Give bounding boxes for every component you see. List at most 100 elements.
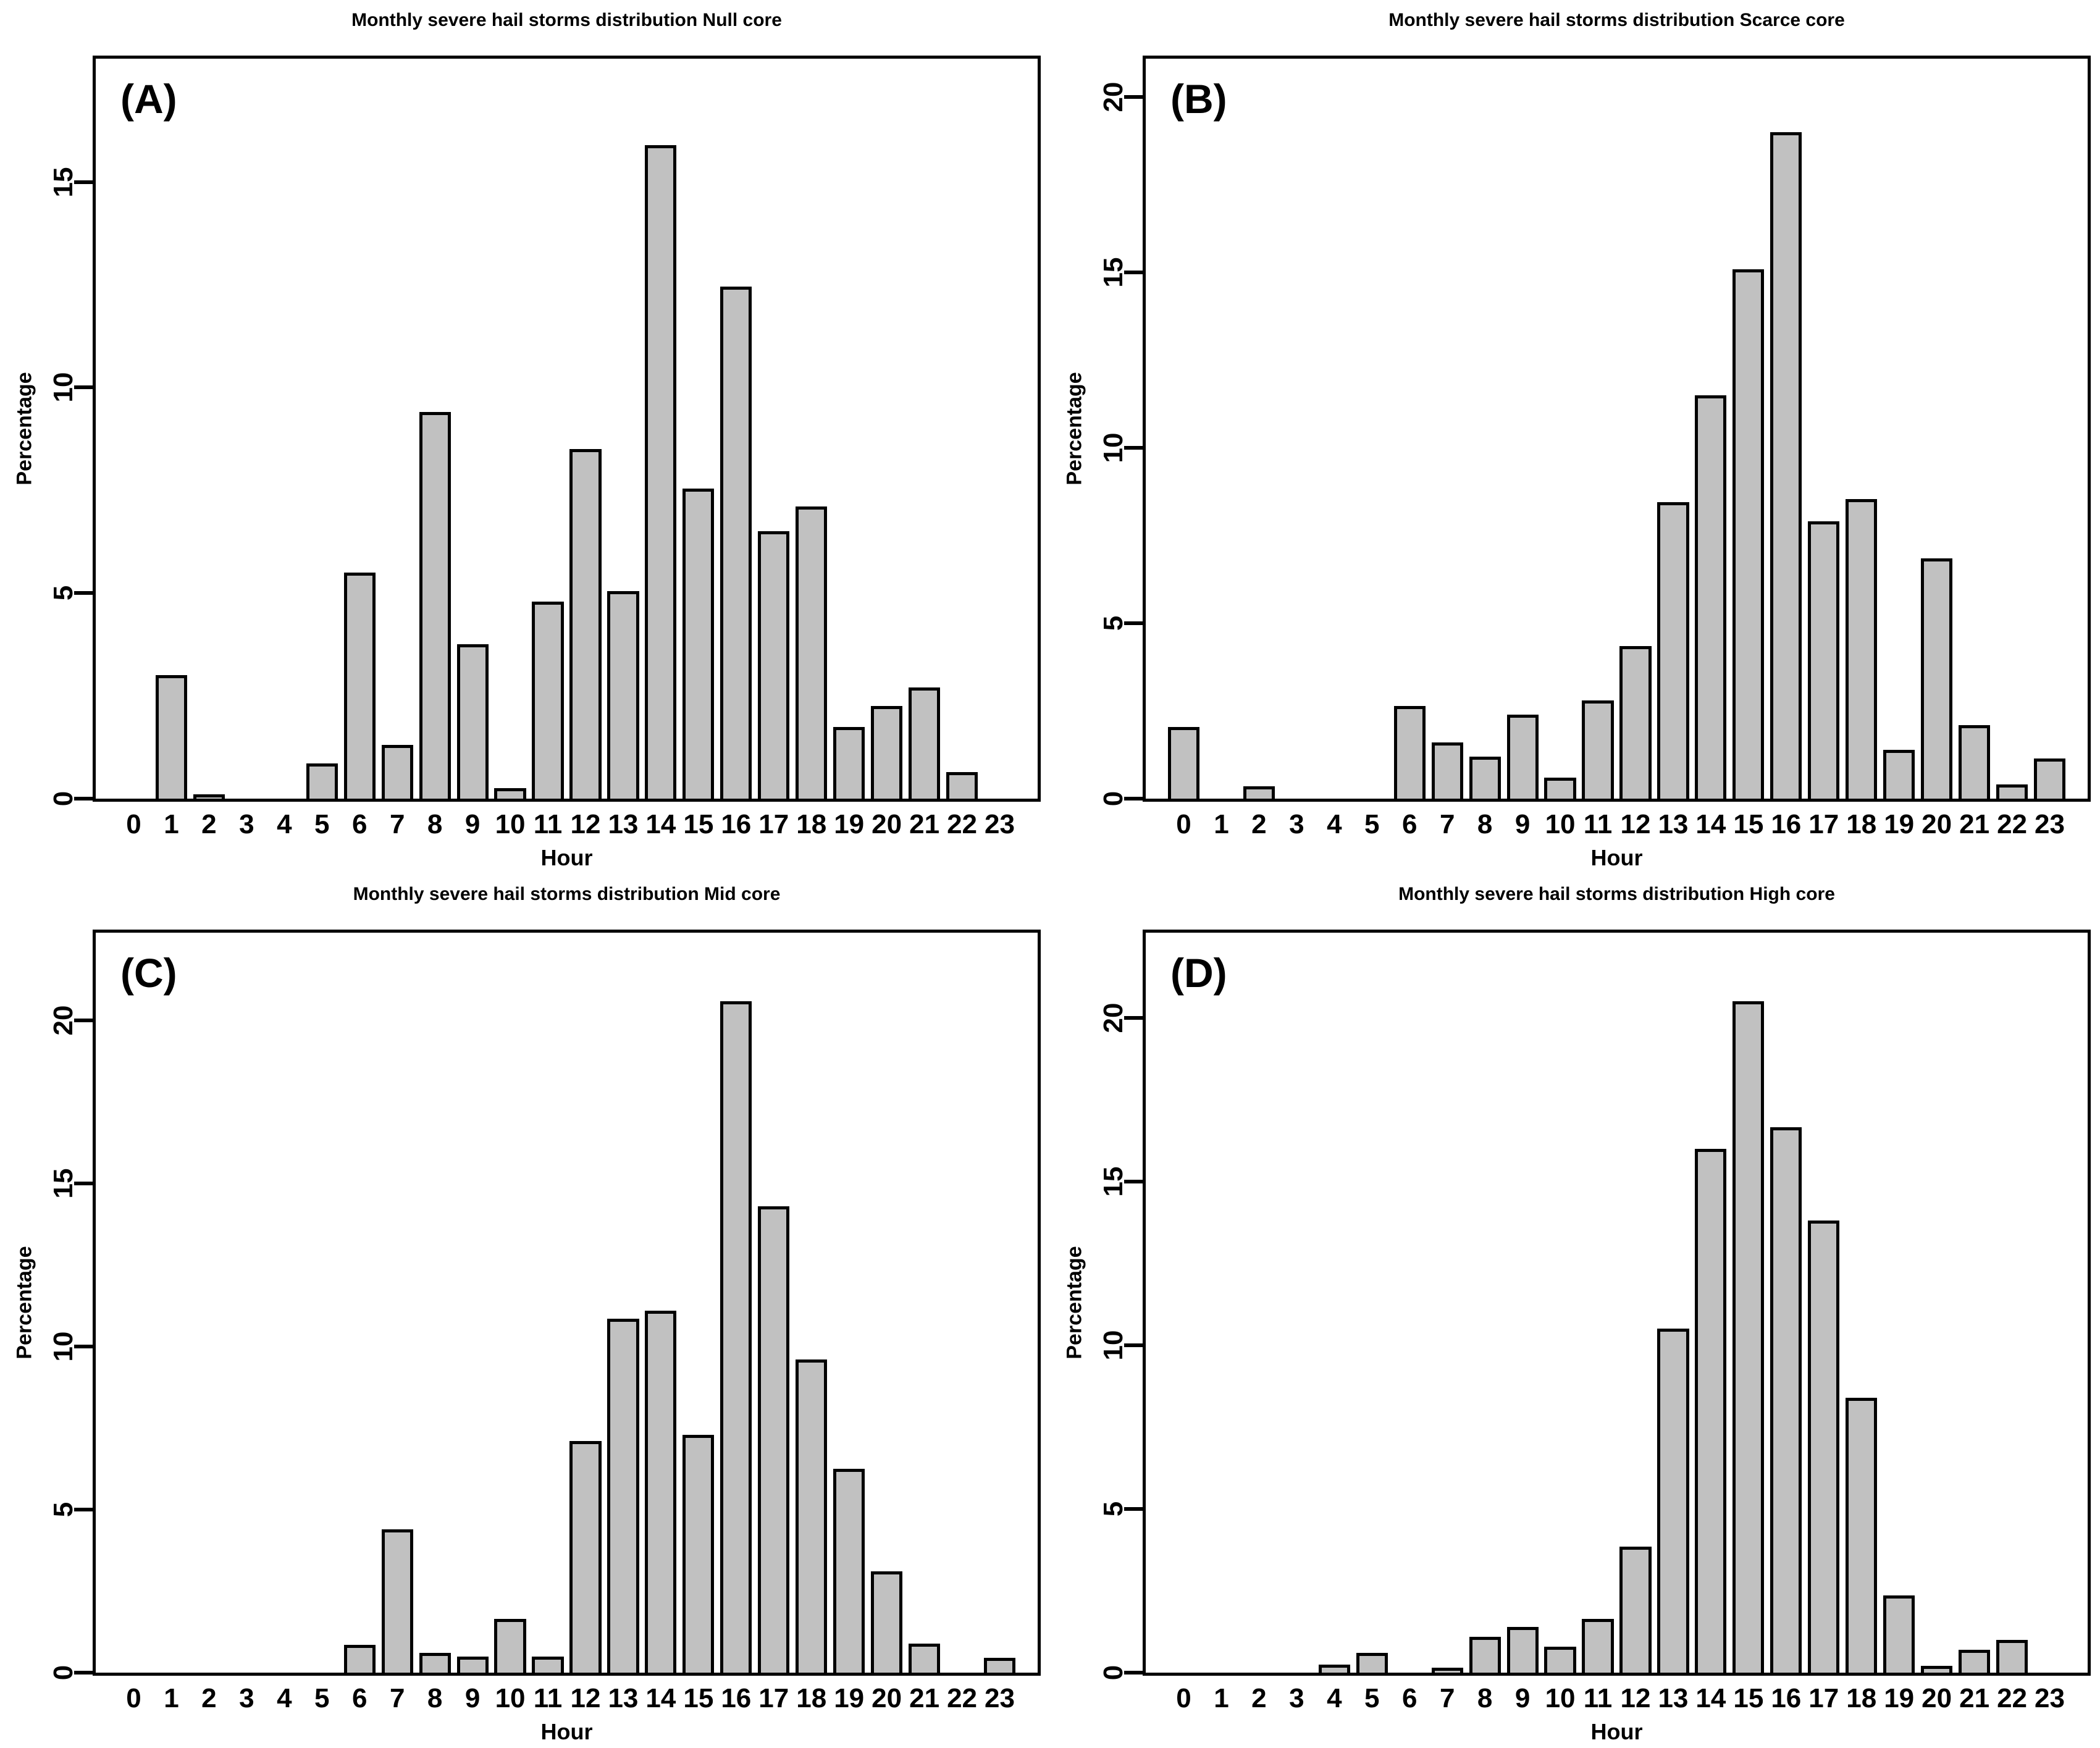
- x-tick-label: 22: [947, 1683, 978, 1713]
- bar-hour-19: [833, 726, 865, 799]
- y-tick: [1124, 1343, 1143, 1347]
- bar-hour-5: [306, 763, 338, 799]
- bar-hour-14: [645, 1311, 677, 1673]
- x-tick-label: 16: [1771, 1683, 1802, 1713]
- y-tick-label: 20: [1098, 1002, 1128, 1033]
- y-tick: [74, 1182, 93, 1186]
- bar-hour-16: [1770, 132, 1802, 799]
- y-tick: [1124, 1179, 1143, 1183]
- x-tick-label: 22: [1997, 1683, 2028, 1713]
- x-tick-label: 11: [1583, 1683, 1613, 1713]
- bar-hour-7: [1431, 742, 1463, 799]
- x-tick-label: 11: [533, 809, 563, 839]
- x-tick-label: 23: [985, 1683, 1015, 1713]
- x-tick-label: 0: [126, 809, 141, 839]
- bar-hour-4: [1318, 1664, 1350, 1673]
- chart-title: Monthly severe hail storms distribution …: [353, 884, 781, 904]
- bar-hour-11: [1582, 700, 1614, 799]
- x-tick-label: 2: [201, 809, 217, 839]
- x-tick-label: 17: [758, 1683, 789, 1713]
- x-tick-label: 12: [1620, 809, 1651, 839]
- x-tick-label: 5: [1364, 809, 1380, 839]
- x-tick-label: 15: [683, 809, 714, 839]
- y-axis-label: Percentage: [1062, 1246, 1086, 1359]
- x-axis-label: Hour: [540, 845, 593, 870]
- x-tick-label: 3: [1289, 809, 1304, 839]
- bar-hour-10: [494, 788, 526, 799]
- plot-area: 0 5 10 15 20 0 1 2 3 4 5 6 7 8 9 10 11 12 13 14 15 16 17 18 19 20…: [0, 874, 1050, 1748]
- bar-hour-20: [1921, 558, 1953, 799]
- y-tick: [74, 1508, 93, 1512]
- bar-hour-14: [1695, 1148, 1727, 1673]
- x-tick-label: 4: [1327, 809, 1342, 839]
- x-tick-label: 19: [834, 1683, 865, 1713]
- bar-hour-11: [532, 601, 564, 799]
- x-axis-label: Hour: [540, 1719, 593, 1744]
- panel-null-core: Monthly severe hail storms distribution …: [0, 0, 1050, 874]
- plot-area: 0 5 10 15 20 0 1 2 3 4 5 6 7 8 9 10 11 12 13 14 15 16 17 18 19 20…: [1050, 0, 2100, 874]
- bar-hour-9: [1506, 714, 1539, 799]
- bar-hour-1: [155, 675, 188, 799]
- chart-title: Monthly severe hail storms distribution …: [351, 10, 782, 30]
- plot-frame: [93, 56, 1041, 802]
- bar-hour-22: [946, 771, 978, 799]
- x-tick-label: 19: [1884, 1683, 1915, 1713]
- y-tick-label: 5: [48, 585, 78, 601]
- bar-hour-23: [2033, 758, 2066, 799]
- x-tick-label: 3: [1289, 1683, 1304, 1713]
- panel-letter: (D): [1170, 950, 1227, 996]
- panel-scarce-core: Monthly severe hail storms distribution …: [1050, 0, 2100, 874]
- bar-hour-0: [1167, 726, 1200, 799]
- y-tick-label: 5: [1098, 1501, 1128, 1517]
- x-tick-label: 7: [1439, 809, 1455, 839]
- x-tick-label: 14: [1695, 1683, 1726, 1713]
- y-tick: [1124, 1015, 1143, 1020]
- y-tick: [1124, 621, 1143, 626]
- y-tick: [1124, 271, 1143, 275]
- bar-hour-19: [833, 1469, 865, 1673]
- x-tick-label: 15: [683, 1683, 714, 1713]
- x-tick-label: 5: [1364, 1683, 1380, 1713]
- bar-hour-23: [983, 1658, 1016, 1673]
- y-tick-label: 15: [48, 167, 78, 198]
- y-tick: [1124, 446, 1143, 450]
- bar-hour-18: [796, 1359, 828, 1673]
- y-tick: [74, 1671, 93, 1674]
- x-tick-label: 7: [1439, 1683, 1455, 1713]
- y-tick: [74, 180, 93, 184]
- x-tick-label: 17: [758, 809, 789, 839]
- x-tick-label: 7: [389, 809, 405, 839]
- x-tick-label: 19: [834, 809, 865, 839]
- bar-hour-22: [1996, 1639, 2028, 1673]
- x-tick-label: 14: [645, 1683, 676, 1713]
- panel-high-core: Monthly severe hail storms distribution …: [1050, 874, 2100, 1748]
- y-tick: [74, 591, 93, 595]
- x-tick-label: 8: [427, 1683, 443, 1713]
- bar-hour-7: [381, 745, 413, 799]
- x-axis-label: Hour: [1590, 845, 1643, 870]
- x-tick-label: 7: [389, 1683, 405, 1713]
- y-tick: [1124, 95, 1143, 99]
- x-tick-label: 23: [985, 809, 1015, 839]
- x-tick-label: 8: [427, 809, 443, 839]
- plot-frame: [93, 930, 1041, 1676]
- bar-hour-16: [720, 1001, 752, 1673]
- bar-hour-8: [419, 1653, 451, 1673]
- bar-hour-16: [1770, 1127, 1802, 1673]
- x-tick-label: 10: [1545, 1683, 1576, 1713]
- bar-hour-7: [1431, 1668, 1463, 1673]
- bar-hour-22: [1996, 784, 2028, 799]
- x-tick-label: 20: [1922, 1683, 1952, 1713]
- x-tick-label: 21: [909, 1683, 940, 1713]
- bar-hour-11: [532, 1656, 564, 1673]
- x-tick-label: 4: [1327, 1683, 1342, 1713]
- y-tick-label: 10: [48, 1331, 78, 1362]
- y-tick-label: 20: [48, 1006, 78, 1036]
- bar-hour-19: [1883, 749, 1915, 799]
- x-axis-label: Hour: [1590, 1719, 1643, 1744]
- x-tick-label: 6: [1401, 809, 1418, 839]
- x-tick-label: 0: [1176, 1683, 1191, 1713]
- y-tick-label: 15: [1098, 1166, 1128, 1197]
- x-tick-label: 21: [1959, 809, 1990, 839]
- x-tick-label: 19: [1884, 809, 1915, 839]
